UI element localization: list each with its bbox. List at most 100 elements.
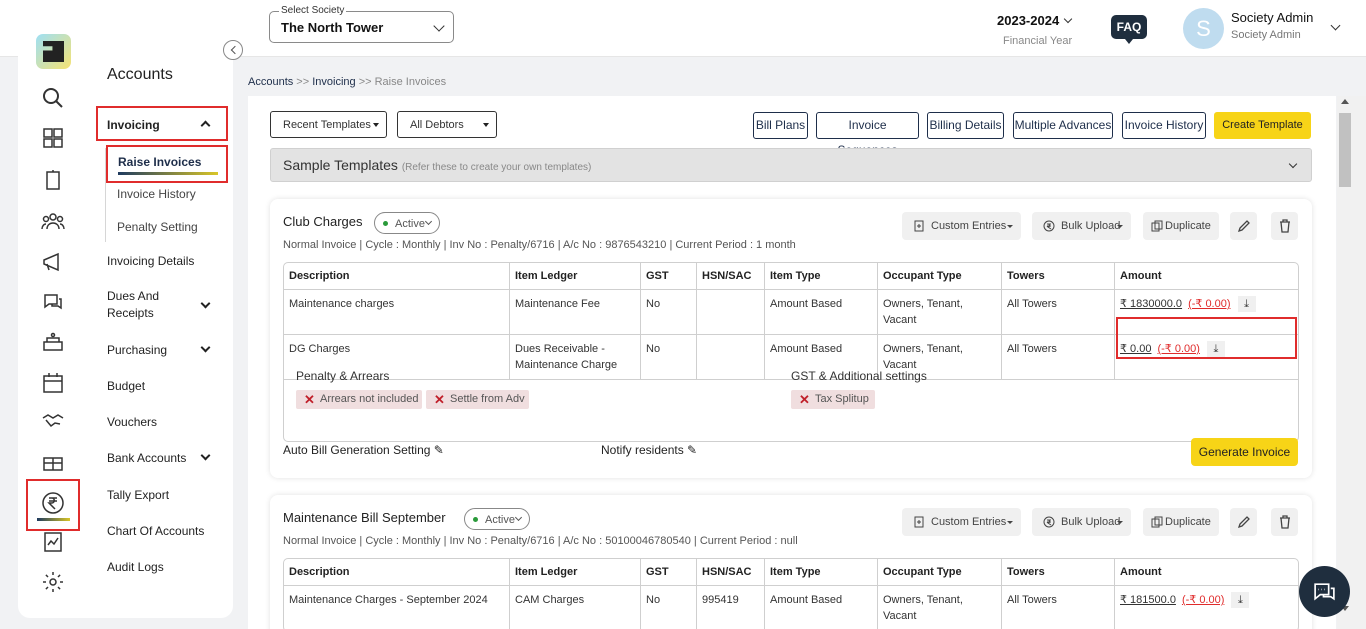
bill-plans-button[interactable]: Bill Plans — [753, 112, 808, 139]
scrollbar-thumb[interactable] — [1339, 113, 1351, 187]
sidebar-item-dues-and-receipts[interactable]: Dues And Receipts — [107, 289, 160, 320]
bulk-upload-button[interactable]: Bulk Upload — [1032, 508, 1131, 536]
deduction-link[interactable]: (-₹ 0.00) — [1181, 594, 1225, 606]
society-select[interactable]: Select Society The North Tower — [269, 5, 454, 43]
financial-year-selector[interactable]: 2023-2024 Financial Year — [997, 13, 1077, 47]
invoice-sequences-button[interactable]: Invoice Sequences — [816, 112, 919, 157]
collapse-sidebar-button[interactable] — [223, 40, 243, 60]
cell-amount: ₹ 181500.0 (-₹ 0.00) ⤓ — [1115, 586, 1298, 629]
sidebar-item-tally-export[interactable]: Tally Export — [107, 488, 170, 502]
society-select-label: Select Society — [279, 5, 347, 16]
download-icon[interactable]: ⤓ — [1237, 296, 1256, 313]
sidebar-item-invoicing-details[interactable]: Invoicing Details — [107, 254, 195, 268]
rupee-icon[interactable] — [40, 490, 66, 516]
recent-templates-label: Recent Templates — [283, 119, 371, 131]
recent-templates-dropdown[interactable]: Recent Templates — [270, 111, 387, 138]
search-icon[interactable] — [40, 85, 66, 111]
chat-support-button[interactable] — [1299, 566, 1350, 617]
column-header: Description — [284, 263, 510, 290]
invoice-history-button[interactable]: Invoice History — [1122, 112, 1206, 139]
table-header-row: Description Item Ledger GST HSN/SAC Item… — [284, 559, 1298, 586]
deduction-link[interactable]: (-₹ 0.00) — [1188, 298, 1231, 310]
sidebar-item-bank-accounts[interactable]: Bank Accounts — [107, 451, 187, 465]
edit-button[interactable] — [1230, 212, 1257, 240]
pencil-icon: ✎ — [687, 443, 698, 457]
amount-link[interactable]: ₹ 0.00 — [1120, 343, 1152, 355]
sidebar-item-invoicing[interactable]: Invoicing — [96, 106, 228, 141]
breadcrumb-accounts[interactable]: Accounts — [248, 76, 294, 88]
cell-description: DG Charges — [284, 335, 510, 380]
bulk-upload-button[interactable]: Bulk Upload — [1032, 212, 1131, 240]
sample-title-text: Sample Templates — [283, 157, 398, 173]
download-icon[interactable]: ⤓ — [1231, 592, 1250, 609]
chevron-down-icon — [1288, 159, 1298, 169]
sample-templates-accordion[interactable]: Sample Templates (Refer these to create … — [270, 148, 1312, 182]
download-icon[interactable]: ⤓ — [1206, 341, 1225, 358]
chevron-down-icon[interactable] — [200, 298, 211, 309]
trash-icon — [1280, 219, 1290, 233]
avatar[interactable]: S — [1183, 8, 1224, 49]
scroll-down-arrow[interactable] — [1341, 606, 1349, 611]
calendar-icon[interactable] — [40, 370, 66, 396]
members-icon[interactable] — [40, 208, 66, 234]
caret-down-icon — [1007, 225, 1013, 228]
line-items-table: Description Item Ledger GST HSN/SAC Item… — [283, 262, 1299, 442]
settle-adv-tag-label: Settle from Adv — [450, 393, 525, 405]
notify-residents-link[interactable]: Notify residents ✎ — [601, 443, 697, 457]
breadcrumb-invoicing[interactable]: Invoicing — [312, 76, 356, 88]
sample-templates-note: (Refer these to create your own template… — [401, 162, 592, 173]
reports-icon[interactable] — [40, 529, 66, 555]
status-dropdown[interactable]: Active — [464, 508, 530, 530]
cross-icon: ✕ — [304, 392, 315, 407]
edit-button[interactable] — [1230, 508, 1257, 536]
chevron-down-icon[interactable] — [200, 450, 211, 461]
delete-button[interactable] — [1271, 508, 1298, 536]
scroll-up-arrow[interactable] — [1341, 99, 1349, 104]
sidebar-item-audit-logs[interactable]: Audit Logs — [107, 560, 164, 574]
sample-templates-title: Sample Templates (Refer these to create … — [283, 157, 591, 173]
sidebar-item-chart-of-accounts[interactable]: Chart Of Accounts — [107, 524, 205, 538]
delete-button[interactable] — [1271, 212, 1298, 240]
sidebar-item-budget[interactable]: Budget — [107, 379, 146, 393]
sidebar-item-purchasing[interactable]: Purchasing — [107, 343, 168, 357]
faq-button[interactable]: FAQ — [1111, 15, 1147, 44]
billing-details-button[interactable]: Billing Details — [927, 112, 1004, 139]
copy-icon — [1151, 516, 1163, 528]
chat-icon[interactable] — [40, 289, 66, 315]
sidebar-item-vouchers[interactable]: Vouchers — [107, 415, 158, 429]
status-dropdown[interactable]: Active — [374, 212, 440, 234]
gear-icon[interactable] — [40, 569, 66, 595]
multiple-advances-button[interactable]: Multiple Advances — [1013, 112, 1113, 139]
duplicate-button[interactable]: Duplicate — [1143, 212, 1219, 240]
user-info[interactable]: Society Admin Society Admin — [1231, 10, 1313, 41]
sidebar-item-penalty-setting[interactable]: Penalty Setting — [117, 220, 198, 234]
app-logo[interactable] — [36, 34, 71, 69]
cell-description: Maintenance Charges - September 2024 — [284, 586, 510, 629]
duplicate-button[interactable]: Duplicate — [1143, 508, 1219, 536]
chevron-down-icon[interactable] — [1330, 20, 1341, 31]
amount-link[interactable]: ₹ 181500.0 — [1120, 594, 1176, 606]
dashboard-icon[interactable] — [40, 125, 66, 151]
create-template-button[interactable]: Create Template — [1214, 112, 1311, 139]
sidebar-item-raise-invoices[interactable]: Raise Invoices — [106, 145, 228, 183]
facility-icon[interactable] — [40, 330, 66, 356]
generate-invoice-button[interactable]: Generate Invoice — [1191, 438, 1298, 466]
deduction-link[interactable]: (-₹ 0.00) — [1157, 343, 1200, 355]
auto-bill-link[interactable]: Auto Bill Generation Setting ✎ — [283, 443, 444, 457]
notify-label: Notify residents — [601, 443, 684, 457]
column-header: Item Ledger — [510, 263, 641, 290]
all-debtors-dropdown[interactable]: All Debtors — [397, 111, 497, 138]
building-icon[interactable] — [40, 167, 66, 193]
sidebar-item-invoice-history[interactable]: Invoice History — [117, 187, 196, 201]
chevron-down-icon[interactable] — [200, 342, 211, 353]
handshake-icon[interactable] — [40, 408, 66, 434]
caret-down-icon — [1117, 225, 1123, 228]
rupee-circle-icon — [1043, 516, 1055, 528]
sidebar-item-label: Raise Invoices — [118, 155, 202, 169]
amount-link[interactable]: ₹ 1830000.0 — [1120, 298, 1183, 310]
custom-entries-button[interactable]: Custom Entries — [902, 508, 1021, 536]
custom-entries-button[interactable]: Custom Entries — [902, 212, 1021, 240]
chevron-down-icon — [1063, 14, 1073, 24]
gift-icon[interactable] — [40, 449, 66, 475]
megaphone-icon[interactable] — [40, 249, 66, 275]
